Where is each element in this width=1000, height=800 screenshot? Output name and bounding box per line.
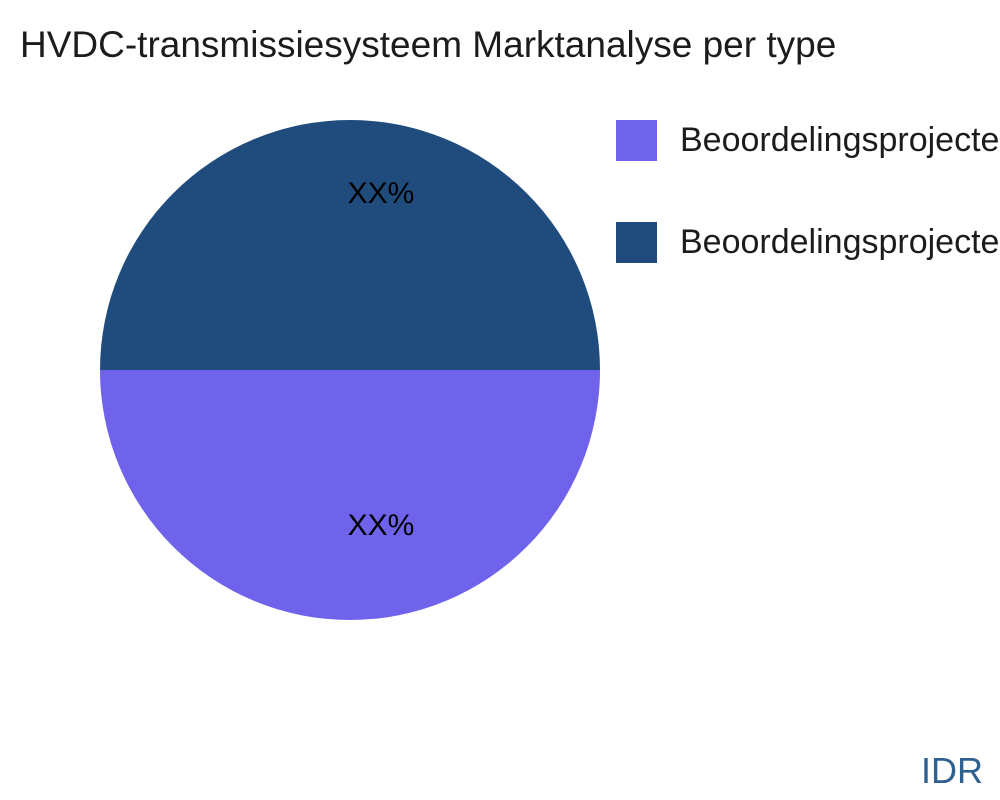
chart-title: HVDC-transmissiesysteem Marktanalyse per… (20, 24, 837, 65)
legend-item-purple: Beoordelingsprojecte (616, 120, 999, 161)
legend-swatch-dark-blue-rect (616, 222, 657, 263)
pie-slice-bottom (100, 370, 600, 620)
legend-swatch-dark-blue (616, 222, 657, 263)
slice-label-bottom: XX% (347, 509, 415, 542)
watermark-idr: IDR (921, 750, 983, 791)
legend-label-dark-blue: Beoordelingsprojecte (680, 223, 1000, 261)
pie-slice-top (100, 120, 600, 370)
pie-chart: XX% XX% (100, 120, 600, 620)
legend: Beoordelingsprojecte Beoordelingsproject… (616, 120, 1000, 280)
legend-item-dark-blue: Beoordelingsprojecte (616, 222, 999, 263)
legend-swatch-purple (616, 120, 657, 161)
pie-svg (100, 120, 600, 620)
legend-label-purple: Beoordelingsprojecte (680, 121, 1000, 159)
legend-swatch-purple-rect (616, 120, 657, 161)
slice-label-top: XX% (347, 177, 415, 210)
